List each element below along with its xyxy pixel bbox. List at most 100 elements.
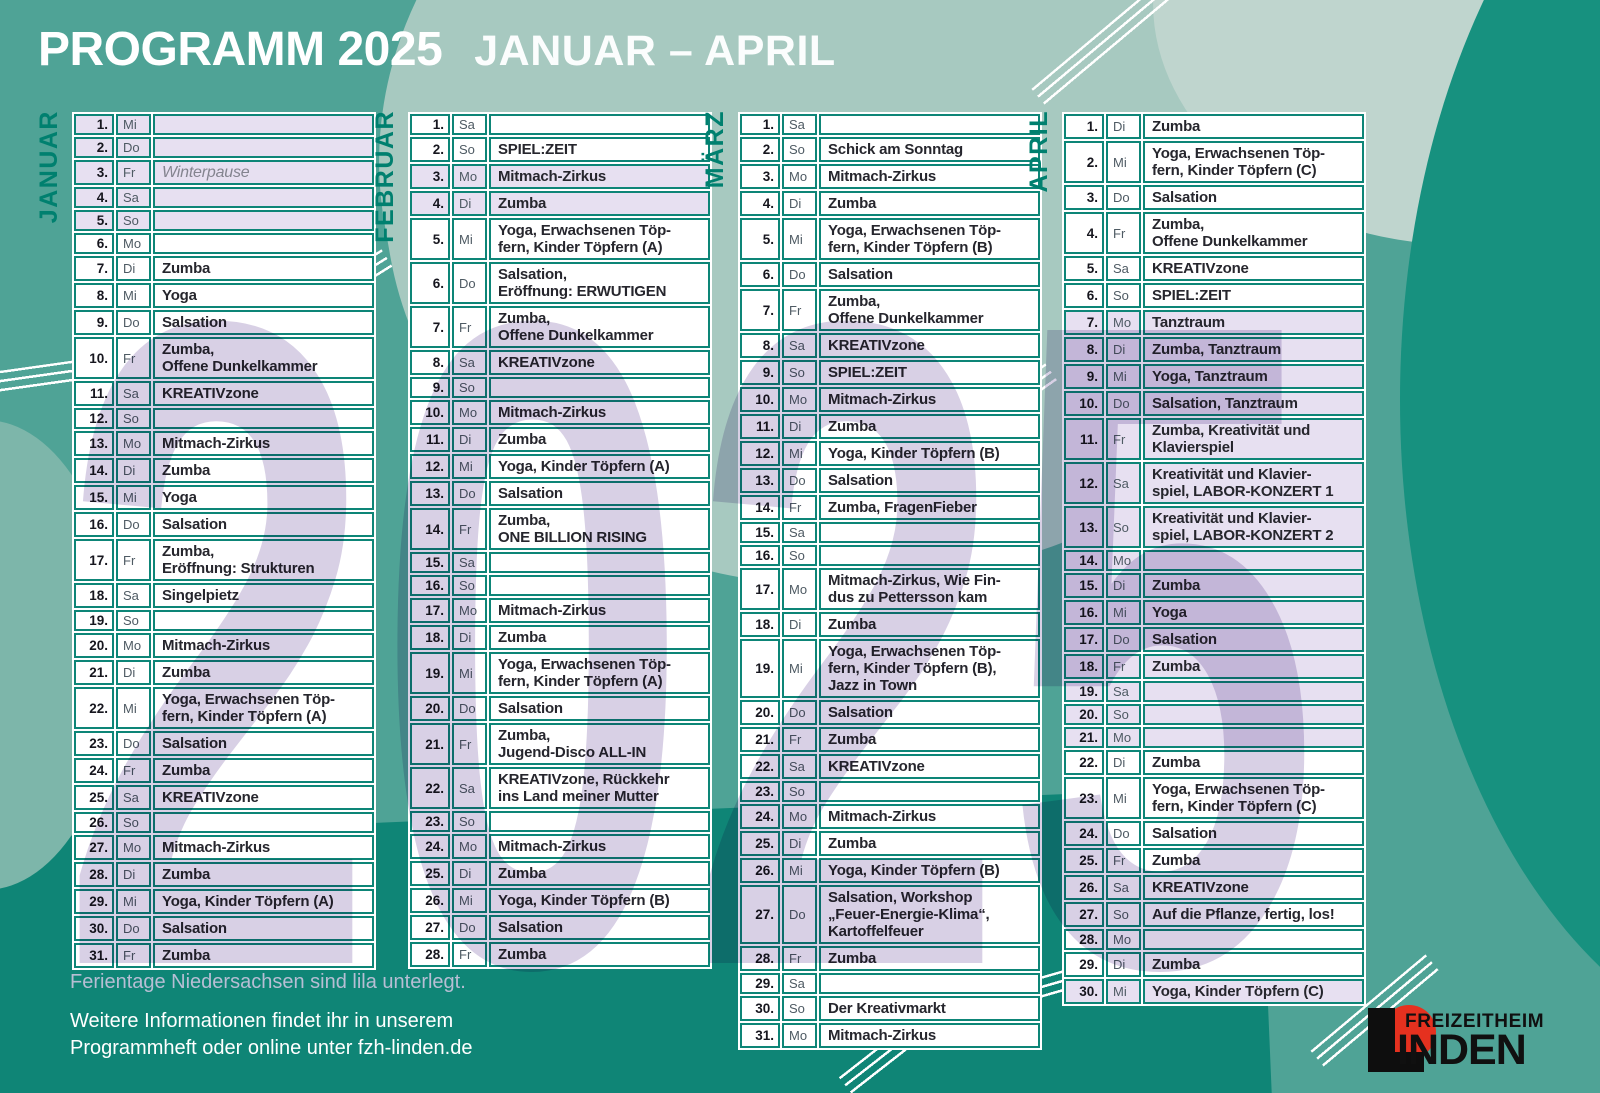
event-text: Yoga, Erwachsenen Töp- fern, Kinder Töpf… — [1143, 777, 1364, 819]
event-text: Zumba — [153, 758, 374, 783]
calendar-row: 22. Sa KREATIVzone — [740, 754, 1040, 779]
weekday: Di — [782, 191, 817, 216]
event-text: Zumba — [1143, 952, 1364, 977]
event-text: Salsation — [819, 468, 1040, 493]
weekday: Sa — [782, 973, 817, 994]
day-number: 14. — [1064, 550, 1104, 571]
weekday: Mo — [452, 400, 487, 425]
calendar-row: 2. So Schick am Sonntag — [740, 137, 1040, 162]
calendar-row: 30. Mi Yoga, Kinder Töpfern (C) — [1064, 979, 1364, 1004]
event-text: Zumba — [1143, 114, 1364, 139]
event-text: Mitmach-Zirkus — [819, 804, 1040, 829]
weekday: Fr — [782, 289, 817, 331]
calendar-row: 20. So — [1064, 704, 1364, 725]
calendar-row: 12. Sa Kreativität und Klavier- spiel, LAB… — [1064, 462, 1364, 504]
day-number: 31. — [740, 1023, 780, 1048]
weekday: Mi — [116, 485, 151, 510]
event-text — [1143, 704, 1364, 725]
event-text: Zumba — [153, 862, 374, 887]
event-text: Mitmach-Zirkus — [819, 1023, 1040, 1048]
calendar-row: 4. Fr Zumba, Offene Dunkelkammer — [1064, 212, 1364, 254]
weekday: Mo — [782, 804, 817, 829]
weekday: Mi — [782, 218, 817, 260]
calendar-table-januar: 1. Mi 2. Do 3. Fr Winterpause 4. Sa 5. So 6. Mo 7. Di Z… — [72, 112, 376, 970]
day-number: 28. — [74, 862, 114, 887]
weekday: Mi — [452, 218, 487, 260]
calendar-row: 21. Mo — [1064, 727, 1364, 748]
calendar-row: 30. So Der Kreativmarkt — [740, 996, 1040, 1021]
weekday: Sa — [452, 552, 487, 573]
calendar-row: 6. Do Salsation — [740, 262, 1040, 287]
calendar-row: 17. Do Salsation — [1064, 627, 1364, 652]
calendar-row: 14. Fr Zumba, FragenFieber — [740, 495, 1040, 520]
weekday: Fr — [1106, 654, 1141, 679]
calendar-row: 4. Di Zumba — [410, 191, 710, 216]
calendar-row: 1. Sa — [740, 114, 1040, 135]
weekday: Di — [1106, 337, 1141, 362]
calendar-row: 18. Di Zumba — [410, 625, 710, 650]
day-number: 26. — [740, 858, 780, 883]
day-number: 28. — [740, 946, 780, 971]
weekday: Sa — [782, 754, 817, 779]
weekday: Mi — [1106, 979, 1141, 1004]
weekday: Mi — [116, 114, 151, 135]
event-text: SPIEL:ZEIT — [1143, 283, 1364, 308]
weekday: Di — [1106, 573, 1141, 598]
weekday: So — [452, 575, 487, 596]
event-text: Zumba — [819, 191, 1040, 216]
day-number: 8. — [1064, 337, 1104, 362]
day-number: 29. — [740, 973, 780, 994]
weekday: Do — [116, 916, 151, 941]
event-text: Salsation — [153, 310, 374, 335]
weekday: Do — [452, 915, 487, 940]
calendar-row: 27. Do Salsation — [410, 915, 710, 940]
background-shape — [1400, 0, 1600, 1060]
day-number: 3. — [740, 164, 780, 189]
weekday: So — [452, 811, 487, 832]
event-text: Zumba, Kreativität und Klavierspiel — [1143, 418, 1364, 460]
month-label-maerz: MÄRZ — [701, 110, 729, 189]
calendar-row: 26. Mi Yoga, Kinder Töpfern (B) — [410, 888, 710, 913]
weekday: Mi — [1106, 141, 1141, 183]
calendar-row: 22. Sa KREATIVzone, Rückkehr ins Land mein… — [410, 767, 710, 809]
calendar-row: 15. Sa — [740, 522, 1040, 543]
calendar-row: 22. Di Zumba — [1064, 750, 1364, 775]
month-label-februar: FEBRUAR — [371, 110, 399, 243]
weekday: Do — [452, 481, 487, 506]
event-text: Zumba, Offene Dunkelkammer — [1143, 212, 1364, 254]
day-number: 14. — [74, 458, 114, 483]
event-text — [489, 114, 710, 135]
weekday: Do — [116, 310, 151, 335]
event-text: KREATIVzone — [1143, 256, 1364, 281]
event-text: Yoga, Erwachsenen Töp- fern, Kinder Töpf… — [819, 218, 1040, 260]
weekday: Di — [452, 427, 487, 452]
calendar-row: 19. So — [74, 610, 374, 631]
weekday: Mi — [1106, 777, 1141, 819]
event-text: Yoga, Kinder Töpfern (B) — [489, 888, 710, 913]
calendar-row: 16. Mi Yoga — [1064, 600, 1364, 625]
weekday: So — [1106, 704, 1141, 725]
calendar-row: 2. So SPIEL:ZEIT — [410, 137, 710, 162]
day-number: 15. — [740, 522, 780, 543]
event-text — [489, 377, 710, 398]
calendar-row: 18. Fr Zumba — [1064, 654, 1364, 679]
weekday: Fr — [116, 943, 151, 968]
day-number: 29. — [1064, 952, 1104, 977]
day-number: 2. — [740, 137, 780, 162]
event-text: Mitmach-Zirkus — [153, 431, 374, 456]
calendar-row: 18. Sa Singelpietz — [74, 583, 374, 608]
event-text: Zumba — [819, 946, 1040, 971]
weekday: Mi — [452, 652, 487, 694]
day-number: 1. — [1064, 114, 1104, 139]
day-number: 13. — [1064, 506, 1104, 548]
day-number: 25. — [410, 861, 450, 886]
calendar-row: 3. Mo Mitmach-Zirkus — [410, 164, 710, 189]
weekday: So — [1106, 506, 1141, 548]
weekday: Di — [116, 256, 151, 281]
day-number: 17. — [740, 568, 780, 610]
calendar-row: 24. Fr Zumba — [74, 758, 374, 783]
day-number: 3. — [74, 160, 114, 185]
weekday: Do — [116, 731, 151, 756]
day-number: 20. — [74, 633, 114, 658]
event-text — [153, 114, 374, 135]
